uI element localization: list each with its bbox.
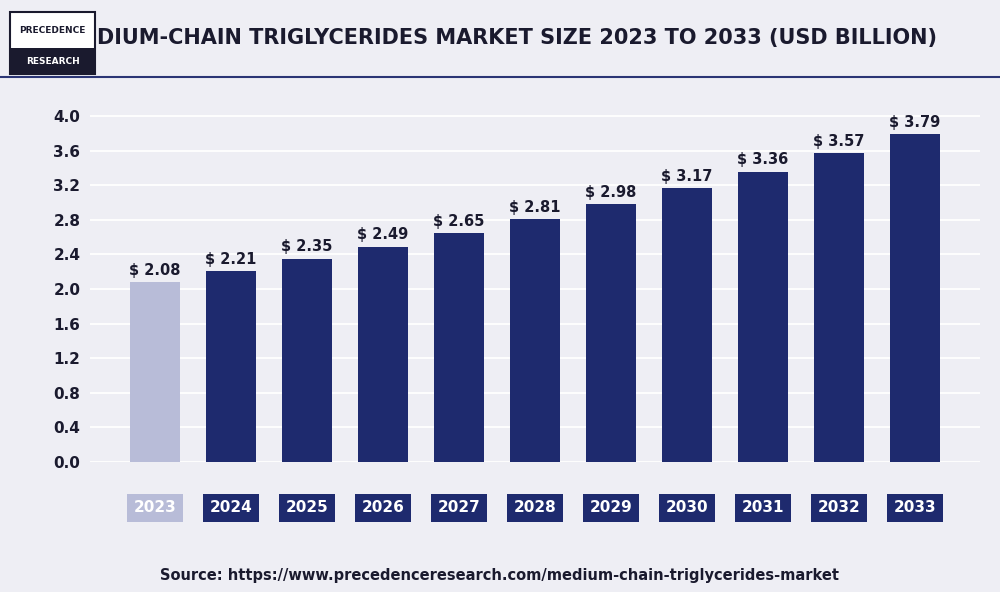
Bar — [738, 172, 788, 462]
Text: 2031: 2031 — [742, 500, 784, 515]
Bar — [510, 219, 560, 462]
Bar — [282, 259, 332, 462]
Text: 2028: 2028 — [514, 500, 556, 515]
Text: MEDIUM-CHAIN TRIGLYCERIDES MARKET SIZE 2023 TO 2033 (USD BILLION): MEDIUM-CHAIN TRIGLYCERIDES MARKET SIZE 2… — [62, 28, 938, 49]
Text: $ 2.35: $ 2.35 — [281, 240, 333, 255]
Text: $ 3.17: $ 3.17 — [661, 169, 713, 184]
Text: $ 2.81: $ 2.81 — [509, 200, 561, 215]
Text: 2024: 2024 — [210, 500, 252, 515]
Text: $ 2.65: $ 2.65 — [433, 214, 485, 229]
Text: RESEARCH: RESEARCH — [26, 57, 79, 66]
Text: $ 3.36: $ 3.36 — [737, 152, 789, 168]
Text: $ 2.08: $ 2.08 — [129, 263, 181, 278]
Bar — [814, 153, 864, 462]
Bar — [586, 204, 636, 462]
Text: $ 2.98: $ 2.98 — [585, 185, 637, 200]
Text: 2032: 2032 — [818, 500, 860, 515]
Bar — [434, 233, 484, 462]
Text: 2026: 2026 — [362, 500, 404, 515]
Bar — [358, 247, 408, 462]
Bar — [890, 134, 940, 462]
Text: 2027: 2027 — [438, 500, 480, 515]
Text: $ 2.21: $ 2.21 — [205, 252, 257, 266]
Text: 2033: 2033 — [894, 500, 936, 515]
Text: 2023: 2023 — [134, 500, 177, 515]
Bar — [206, 271, 256, 462]
Text: $ 3.79: $ 3.79 — [889, 115, 940, 130]
Text: PRECEDENCE: PRECEDENCE — [19, 26, 86, 35]
Bar — [662, 188, 712, 462]
Text: 2030: 2030 — [666, 500, 708, 515]
Text: $ 2.49: $ 2.49 — [357, 227, 409, 242]
Text: Source: https://www.precedenceresearch.com/medium-chain-triglycerides-market: Source: https://www.precedenceresearch.c… — [160, 568, 840, 583]
Text: 2025: 2025 — [286, 500, 328, 515]
Bar — [130, 282, 180, 462]
Text: $ 3.57: $ 3.57 — [813, 134, 865, 149]
Text: 2029: 2029 — [590, 500, 632, 515]
